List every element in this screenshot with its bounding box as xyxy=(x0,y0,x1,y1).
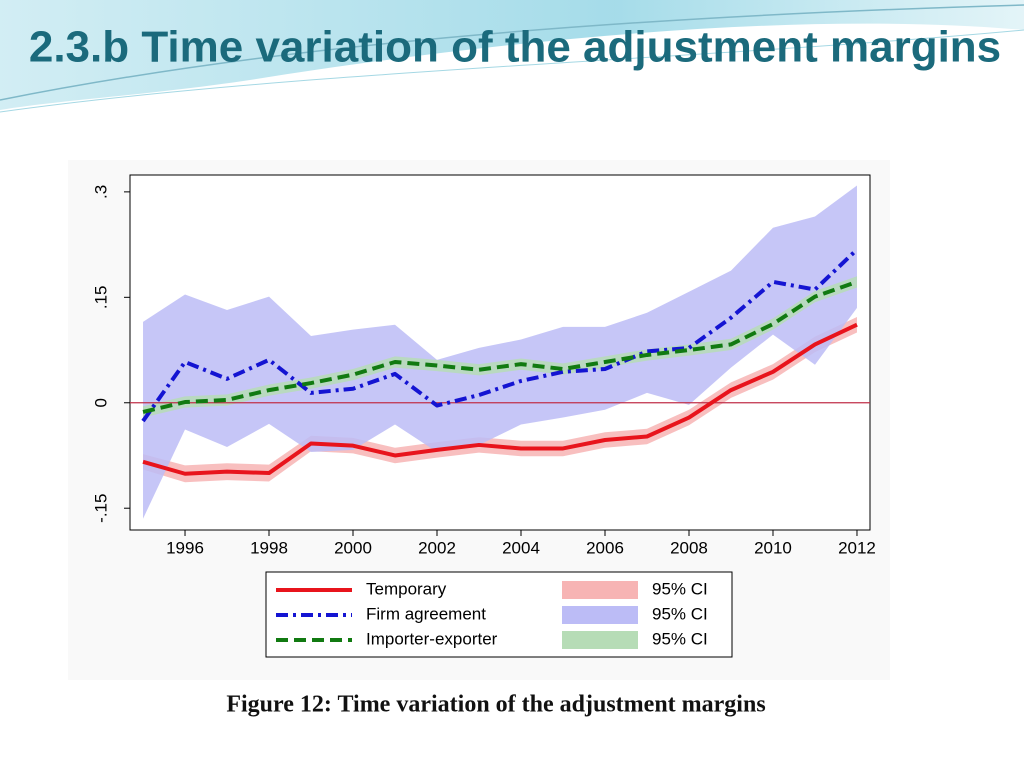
legend-label: Temporary xyxy=(366,579,447,598)
y-tick-label: -.15 xyxy=(91,494,110,523)
figure-caption: Figure 12: Time variation of the adjustm… xyxy=(226,692,765,718)
ci-band xyxy=(143,185,857,519)
legend-label: Firm agreement xyxy=(366,604,486,623)
legend-label: Importer-exporter xyxy=(366,629,498,648)
y-tick-label: 0 xyxy=(91,398,110,407)
legend-swatch xyxy=(562,581,638,599)
x-tick-label: 2010 xyxy=(754,538,792,557)
x-tick-label: 1998 xyxy=(250,538,288,557)
series-line xyxy=(142,322,858,476)
x-tick-label: 2000 xyxy=(334,538,372,557)
header-swoosh xyxy=(0,0,1024,110)
header-line xyxy=(0,4,1024,101)
x-tick-label: 2012 xyxy=(838,538,876,557)
slide-title: 2.3.b Time variation of the adjustment m… xyxy=(29,23,1001,72)
x-tick-label: 2004 xyxy=(502,538,540,557)
x-tick-label: 1996 xyxy=(166,538,204,557)
series-line xyxy=(142,279,858,414)
legend-label: 95% CI xyxy=(652,629,708,648)
legend-swatch xyxy=(562,606,638,624)
x-tick-label: 2008 xyxy=(670,538,708,557)
header-line xyxy=(0,29,1024,113)
legend-label: 95% CI xyxy=(652,604,708,623)
series-line xyxy=(141,248,859,423)
x-tick-label: 2006 xyxy=(586,538,624,557)
legend-swatch xyxy=(562,631,638,649)
y-tick-label: .3 xyxy=(91,185,110,199)
y-tick-label: .15 xyxy=(91,285,110,309)
x-tick-label: 2002 xyxy=(418,538,456,557)
legend-label: 95% CI xyxy=(652,579,708,598)
